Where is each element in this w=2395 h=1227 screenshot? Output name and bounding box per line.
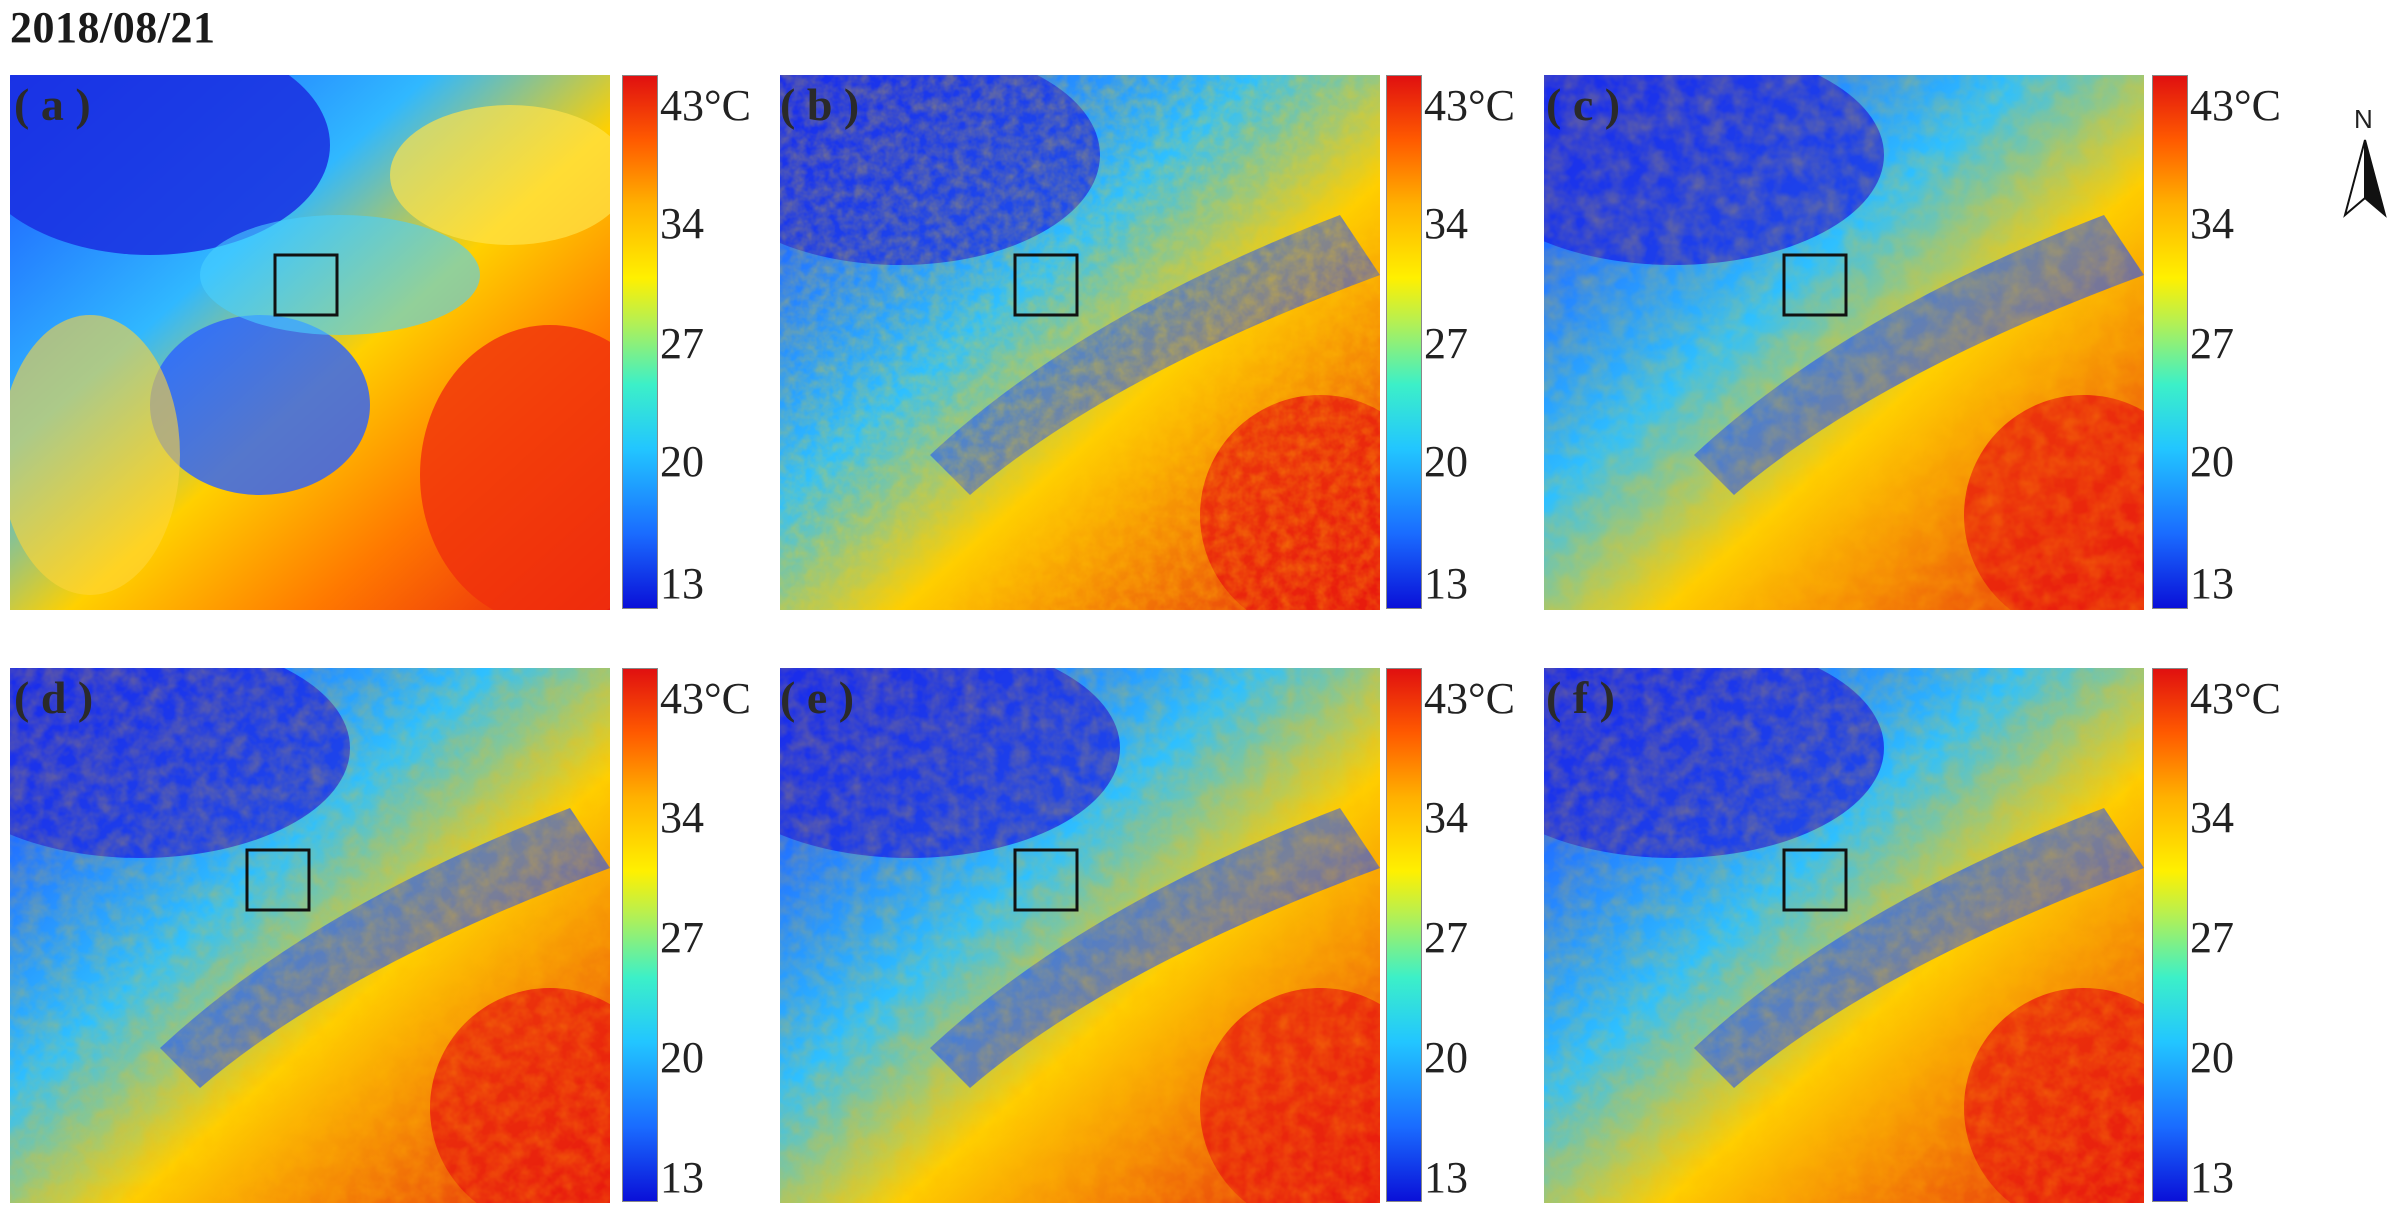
map-panel-b: [780, 75, 1380, 610]
temperature-map-d: [10, 668, 610, 1203]
colorbar-b-tick-13: 13: [1424, 559, 1468, 608]
study-area-box: [273, 253, 339, 317]
colorbar-c-tick-34: 34: [2190, 199, 2234, 248]
panel-label-e: ( e ): [780, 672, 855, 723]
panel-label-a: ( a ): [14, 79, 91, 130]
colorbar-c: [2152, 75, 2188, 609]
colorbar-c-tick-43: 43°C: [2190, 81, 2281, 130]
colorbar-c-tick-27: 27: [2190, 319, 2234, 368]
colorbar-f-tick-27: 27: [2190, 913, 2234, 962]
panel-label-f: ( f ): [1546, 672, 1615, 723]
north-label: N: [2354, 104, 2373, 134]
colorbar-b-tick-34: 34: [1424, 199, 1468, 248]
colorbar-a-tick-13: 13: [660, 559, 704, 608]
temperature-map-e: [780, 668, 1380, 1203]
colorbar-e-tick-13: 13: [1424, 1153, 1468, 1202]
north-arrow-icon: [2343, 139, 2387, 218]
map-panel-d: [10, 668, 610, 1203]
temperature-map-b: [780, 75, 1380, 610]
colorbar-a-tick-20: 20: [660, 437, 704, 486]
colorbar-d-tick-20: 20: [660, 1033, 704, 1082]
map-panel-c: [1544, 75, 2144, 610]
colorbar-f-tick-43: 43°C: [2190, 674, 2281, 723]
colorbar-f-tick-13: 13: [2190, 1153, 2234, 1202]
colorbar-d-tick-13: 13: [660, 1153, 704, 1202]
panel-label-c: ( c ): [1546, 79, 1621, 130]
colorbar-e-tick-34: 34: [1424, 793, 1468, 842]
colorbar-e: [1386, 668, 1422, 1202]
study-area-box: [1013, 848, 1079, 912]
colorbar-e-tick-43: 43°C: [1424, 674, 1515, 723]
panel-label-b: ( b ): [780, 79, 860, 130]
colorbar-e-tick-20: 20: [1424, 1033, 1468, 1082]
temperature-map-f: [1544, 668, 2144, 1203]
study-area-box: [1782, 848, 1848, 912]
panel-label-d: ( d ): [14, 672, 94, 723]
map-panel-f: [1544, 668, 2144, 1203]
colorbar-a: [622, 75, 658, 609]
temperature-map-a: [10, 75, 610, 610]
study-area-box: [245, 848, 311, 912]
colorbar-d-tick-43: 43°C: [660, 674, 751, 723]
colorbar-e-tick-27: 27: [1424, 913, 1468, 962]
colorbar-a-tick-34: 34: [660, 199, 704, 248]
colorbar-f-tick-34: 34: [2190, 793, 2234, 842]
colorbar-b-tick-43: 43°C: [1424, 81, 1515, 130]
colorbar-b-tick-20: 20: [1424, 437, 1468, 486]
colorbar-d: [622, 668, 658, 1202]
map-panel-a: [10, 75, 610, 610]
colorbar-c-tick-20: 20: [2190, 437, 2234, 486]
colorbar-b: [1386, 75, 1422, 609]
colorbar-f-tick-20: 20: [2190, 1033, 2234, 1082]
colorbar-f: [2152, 668, 2188, 1202]
colorbar-a-tick-27: 27: [660, 319, 704, 368]
temperature-map-c: [1544, 75, 2144, 610]
figure-date: 2018/08/21: [10, 3, 216, 52]
map-panel-e: [780, 668, 1380, 1203]
colorbar-d-tick-27: 27: [660, 913, 704, 962]
colorbar-b-tick-27: 27: [1424, 319, 1468, 368]
colorbar-c-tick-13: 13: [2190, 559, 2234, 608]
colorbar-a-tick-43: 43°C: [660, 81, 751, 130]
colorbar-d-tick-34: 34: [660, 793, 704, 842]
study-area-box: [1013, 253, 1079, 317]
study-area-box: [1782, 253, 1848, 317]
